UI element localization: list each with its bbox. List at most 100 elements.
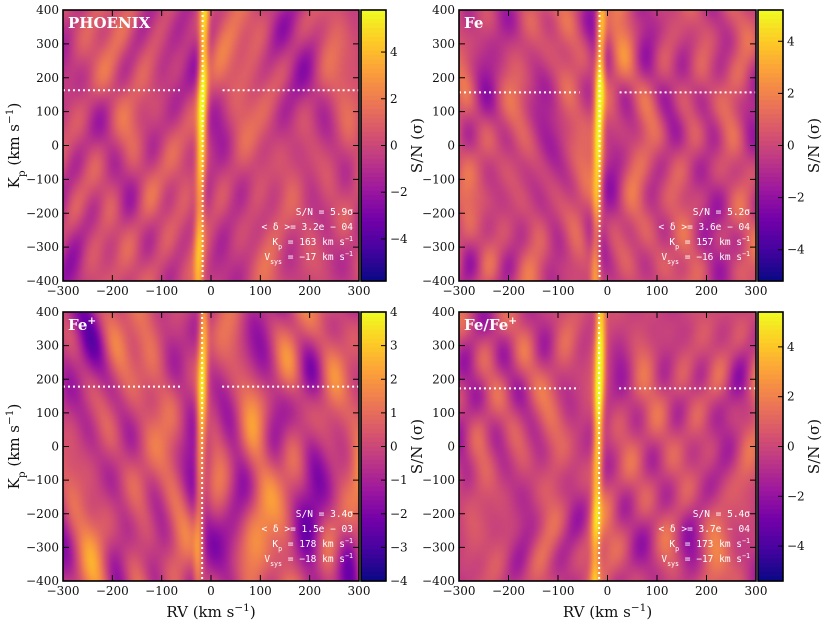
panel-title: PHOENIX [68, 14, 151, 32]
colorbar-segment [758, 374, 783, 380]
colorbar-segment [361, 271, 386, 278]
heatmap-image [459, 312, 756, 581]
colorbar-tick-label: 4 [390, 305, 398, 319]
colorbar-segment [361, 343, 386, 349]
colorbar-segment [758, 486, 783, 492]
heatmap-image [459, 10, 756, 281]
colorbar-segment [758, 37, 783, 43]
colorbar-segment [758, 136, 783, 142]
colorbar-segment [361, 37, 386, 43]
colorbar-segment [758, 10, 783, 16]
colorbar-segment [758, 177, 783, 183]
colorbar-segment [758, 558, 783, 564]
colorbar-tick-label: 4 [787, 34, 795, 48]
colorbar-segment [361, 14, 386, 20]
colorbar-segment [361, 154, 386, 160]
y-tick-label: 0 [447, 139, 455, 153]
colorbar-segment [361, 392, 386, 398]
colorbar-segment [758, 527, 783, 533]
annotation-line: Vsys = −17 km s−1 [661, 552, 750, 568]
colorbar-segment [361, 558, 386, 564]
colorbar-segment [361, 316, 386, 322]
colorbar-segment [361, 406, 386, 412]
colorbar-segment [758, 104, 783, 110]
colorbar-segment [361, 159, 386, 165]
colorbar-segment [758, 518, 783, 524]
colorbar-segment [361, 500, 386, 506]
colorbar-segment [361, 410, 386, 416]
colorbar-segment [758, 347, 783, 353]
annotation-line: Kp = 157 km s−1 [669, 235, 750, 251]
colorbar-segment [758, 397, 783, 403]
colorbar-segment [758, 199, 783, 205]
x-tick-label: −300 [47, 284, 80, 298]
colorbar-tick-label: −4 [787, 243, 805, 257]
colorbar-segment [758, 392, 783, 398]
colorbar-segment [361, 549, 386, 555]
colorbar-segment [361, 459, 386, 466]
colorbar-tick-label: 4 [390, 45, 398, 59]
x-tick-label: −100 [542, 284, 575, 298]
colorbar-segment [758, 23, 783, 29]
colorbar-segment [361, 491, 386, 497]
colorbar-segment [361, 181, 386, 187]
colorbar-segment [758, 113, 783, 119]
colorbar-segment [361, 19, 386, 25]
colorbar-segment [361, 231, 386, 237]
colorbar-segment [758, 361, 783, 367]
y-tick-label: −400 [26, 574, 59, 588]
colorbar-segment [361, 320, 386, 327]
colorbar-segment [361, 388, 386, 394]
colorbar-segment [361, 572, 386, 578]
colorbar-segment [361, 554, 386, 560]
y-tick-label: −200 [422, 507, 455, 521]
colorbar-segment [361, 41, 386, 47]
colorbar-segment [361, 383, 386, 389]
colorbar-segment [758, 222, 783, 228]
colorbar-segment [758, 154, 783, 160]
x-axis-label: RV (km s−1) [166, 602, 255, 621]
colorbar-segment [758, 455, 783, 461]
colorbar-segment [361, 468, 386, 474]
colorbar-segment [758, 46, 783, 52]
colorbar-segment [758, 495, 783, 501]
colorbar-segment [361, 455, 386, 461]
colorbar-segment [758, 513, 783, 519]
colorbar-segment [361, 486, 386, 492]
colorbar: 4 2 0 −2 −4 S/N (σ) [757, 9, 823, 282]
colorbar-segment [758, 545, 783, 551]
colorbar-segment [758, 334, 783, 340]
colorbar-segment [361, 50, 386, 56]
colorbar-segment [361, 217, 386, 223]
colorbar-tick-label: 1 [390, 406, 398, 420]
colorbar-segment [361, 374, 386, 380]
colorbar-segment [361, 32, 386, 38]
colorbar-segment [361, 195, 386, 201]
colorbar-segment [361, 28, 386, 34]
colorbar-segment [361, 150, 386, 156]
colorbar-segment [758, 127, 783, 133]
colorbar-segment [361, 109, 386, 115]
colorbar-segment [758, 195, 783, 201]
colorbar-segment [361, 518, 386, 524]
colorbar-segment [758, 140, 783, 147]
colorbar-segment [361, 347, 386, 353]
colorbar-segment [361, 177, 386, 183]
colorbar-segment [758, 576, 783, 582]
y-tick-label: 100 [36, 406, 59, 420]
colorbar-tick-label: 0 [787, 440, 795, 454]
y-tick-label: 100 [432, 406, 455, 420]
colorbar-segment [361, 10, 386, 16]
colorbar-segment [758, 28, 783, 34]
x-tick-label: 200 [298, 584, 321, 598]
colorbar-segment [758, 540, 783, 546]
colorbar-segment [361, 419, 386, 425]
colorbar-segment [758, 320, 783, 327]
y-tick-label: −300 [422, 240, 455, 254]
annotation-line: Vsys = −17 km s−1 [264, 250, 353, 266]
colorbar-segment [758, 473, 783, 479]
colorbar-segment [361, 122, 386, 129]
x-tick-label: −300 [47, 584, 80, 598]
colorbar-segment [758, 424, 783, 430]
x-tick-label: 300 [348, 284, 371, 298]
